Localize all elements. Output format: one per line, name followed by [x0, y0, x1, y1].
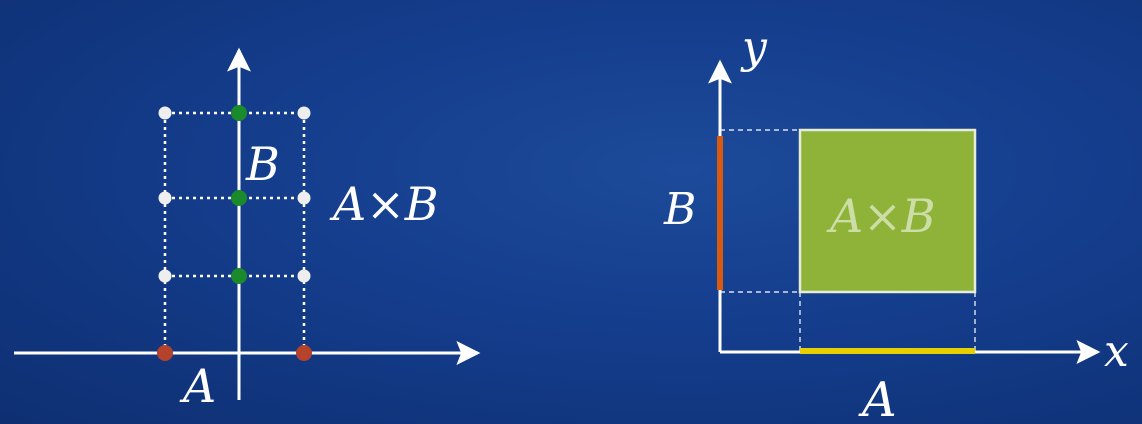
set-b-point: [231, 268, 247, 284]
right-label-product: A×B: [826, 189, 936, 243]
left-label-a: A: [179, 359, 216, 413]
left-label-b: B: [245, 137, 280, 191]
right-label-b: B: [663, 184, 696, 235]
left-label-product: A×B: [329, 177, 439, 231]
product-point: [297, 106, 311, 120]
product-point: [297, 269, 311, 283]
left-diagram: B A×B A: [14, 47, 481, 413]
set-a-point: [296, 345, 312, 361]
set-b-point: [231, 190, 247, 206]
product-point: [297, 191, 311, 205]
product-point: [158, 106, 172, 120]
right-diagram: A×B y x B A: [663, 22, 1129, 424]
product-point: [158, 191, 172, 205]
product-dotted-grid: [163, 111, 306, 353]
right-dashed-guides: [720, 129, 976, 352]
axis-y-label: y: [740, 22, 768, 73]
product-rectangle: [798, 128, 977, 294]
axis-x-label: x: [1104, 326, 1129, 377]
set-a-point: [157, 345, 173, 361]
right-label-a: A: [858, 372, 897, 424]
product-point: [158, 269, 172, 283]
set-b-point: [231, 105, 247, 121]
